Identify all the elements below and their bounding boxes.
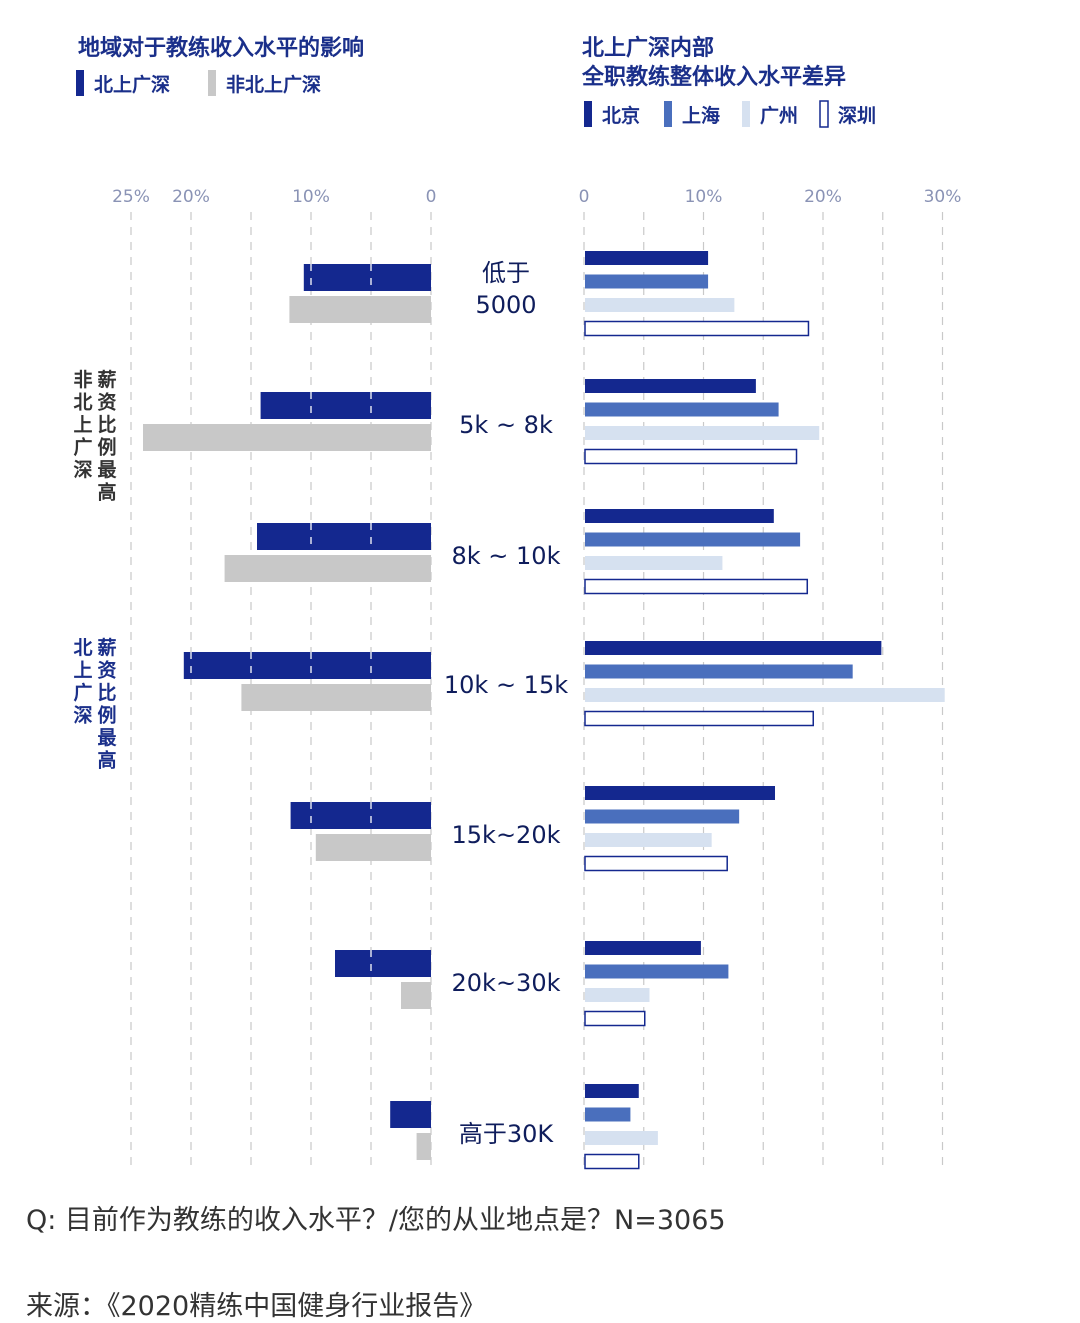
left-tick-label: 0 xyxy=(426,187,437,207)
right-bar xyxy=(585,809,740,824)
right-bar xyxy=(585,274,709,289)
left-bar xyxy=(143,424,431,451)
right-tick-label: 20% xyxy=(804,187,842,207)
left-bar xyxy=(241,684,431,711)
annotation-col: 北 xyxy=(73,637,92,659)
annotation-col: 高 xyxy=(97,749,116,772)
legend-swatch-right-2 xyxy=(742,101,750,127)
legend-label-right-1: 上海 xyxy=(682,104,720,127)
right-bar xyxy=(585,941,701,955)
category-label: 20k~30k xyxy=(452,969,561,997)
left-tick-label: 10% xyxy=(292,187,330,207)
left-bar xyxy=(290,802,431,829)
category-label: 15k~20k xyxy=(452,821,561,849)
legend-swatch-right-0 xyxy=(584,101,592,127)
category-label: 10k ~ 15k xyxy=(444,671,568,699)
category-label: 高于30K xyxy=(459,1120,555,1148)
annotation-col: 例 xyxy=(97,704,116,727)
legend-swatch-1 xyxy=(208,70,216,96)
category-label: 8k ~ 10k xyxy=(452,542,561,570)
category-label: 低于 xyxy=(482,259,530,287)
right-chart-title-line-2: 全职教练整体收入水平差异 xyxy=(581,64,846,90)
right-bar xyxy=(584,1010,646,1027)
right-bar xyxy=(585,1107,631,1122)
right-bar xyxy=(584,855,728,872)
left-bar xyxy=(260,392,431,419)
right-bar xyxy=(585,688,945,702)
legend-label-0: 北上广深 xyxy=(94,73,170,96)
right-tick-label: 30% xyxy=(924,187,962,207)
right-bar xyxy=(584,710,814,727)
legend-swatch-right-1 xyxy=(664,101,672,127)
right-bar xyxy=(585,664,853,679)
category-label: 5k ~ 8k xyxy=(459,411,553,439)
left-bar xyxy=(416,1133,431,1160)
legend-label-right-3: 深圳 xyxy=(838,104,876,127)
left-tick-label: 25% xyxy=(112,187,150,207)
right-bar xyxy=(585,786,776,800)
left-bar xyxy=(303,264,431,291)
legend-label-right-0: 北京 xyxy=(602,104,640,127)
right-bar xyxy=(585,641,882,655)
left-bar xyxy=(315,834,431,861)
right-bar xyxy=(585,556,723,570)
annotation-col: 深 xyxy=(73,704,92,727)
annotation-col: 资 xyxy=(97,391,116,414)
annotation-col: 比 xyxy=(97,414,116,436)
annotation-col: 最 xyxy=(97,459,117,481)
annotation-col: 上 xyxy=(73,414,92,436)
annotation-col: 薪 xyxy=(97,636,116,659)
right-bar xyxy=(585,532,801,547)
legend-swatch-right-3 xyxy=(819,100,829,128)
left-bar xyxy=(289,296,431,323)
annotation-col: 高 xyxy=(97,481,116,504)
left-tick-label: 20% xyxy=(172,187,210,207)
left-bar xyxy=(390,1101,431,1128)
right-bar xyxy=(585,964,729,979)
right-bar xyxy=(585,833,712,847)
right-bar xyxy=(585,426,820,440)
right-chart-title-line-1: 北上广深内部 xyxy=(582,35,714,61)
annotation-col: 深 xyxy=(73,458,92,481)
right-bar xyxy=(584,448,798,465)
annotation-col: 广 xyxy=(73,436,92,459)
annotation-col: 比 xyxy=(97,682,116,704)
right-bar xyxy=(585,988,650,1002)
legend-swatch-0 xyxy=(76,70,84,96)
right-bar xyxy=(584,578,809,595)
left-bar xyxy=(257,523,431,550)
question-note: Q: 目前作为教练的收入水平？/您的从业地点是？N=3065 xyxy=(26,1205,726,1236)
annotation-col: 例 xyxy=(97,436,116,459)
right-bar xyxy=(584,320,810,337)
right-tick-label: 0 xyxy=(579,187,590,207)
right-bar xyxy=(584,1153,640,1170)
annotation-col: 资 xyxy=(97,659,116,682)
right-bar xyxy=(585,1131,658,1145)
right-bar xyxy=(585,402,779,417)
legend-label-right-2: 广州 xyxy=(760,104,798,127)
annotation-col: 北 xyxy=(73,392,92,414)
annotation-col: 最 xyxy=(97,727,117,749)
source-note: 来源：《2020精练中国健身行业报告》 xyxy=(26,1291,487,1322)
right-bar xyxy=(585,1084,639,1098)
category-label: 5000 xyxy=(475,291,536,319)
annotation-col: 非 xyxy=(73,369,92,391)
right-bar xyxy=(585,251,709,265)
right-bar xyxy=(585,379,756,393)
annotation-col: 广 xyxy=(73,681,92,704)
left-bar xyxy=(335,950,431,977)
right-bar xyxy=(585,298,735,312)
annotation-col: 上 xyxy=(73,660,92,682)
annotation-col: 薪 xyxy=(97,368,116,391)
right-tick-label: 10% xyxy=(685,187,723,207)
left-bar xyxy=(224,555,431,582)
legend-label-1: 非北上广深 xyxy=(226,73,321,96)
left-chart-title: 地域对于教练收入水平的影响 xyxy=(78,35,364,61)
right-bar xyxy=(585,509,774,523)
left-bar xyxy=(401,982,431,1009)
left-bar xyxy=(183,652,431,679)
